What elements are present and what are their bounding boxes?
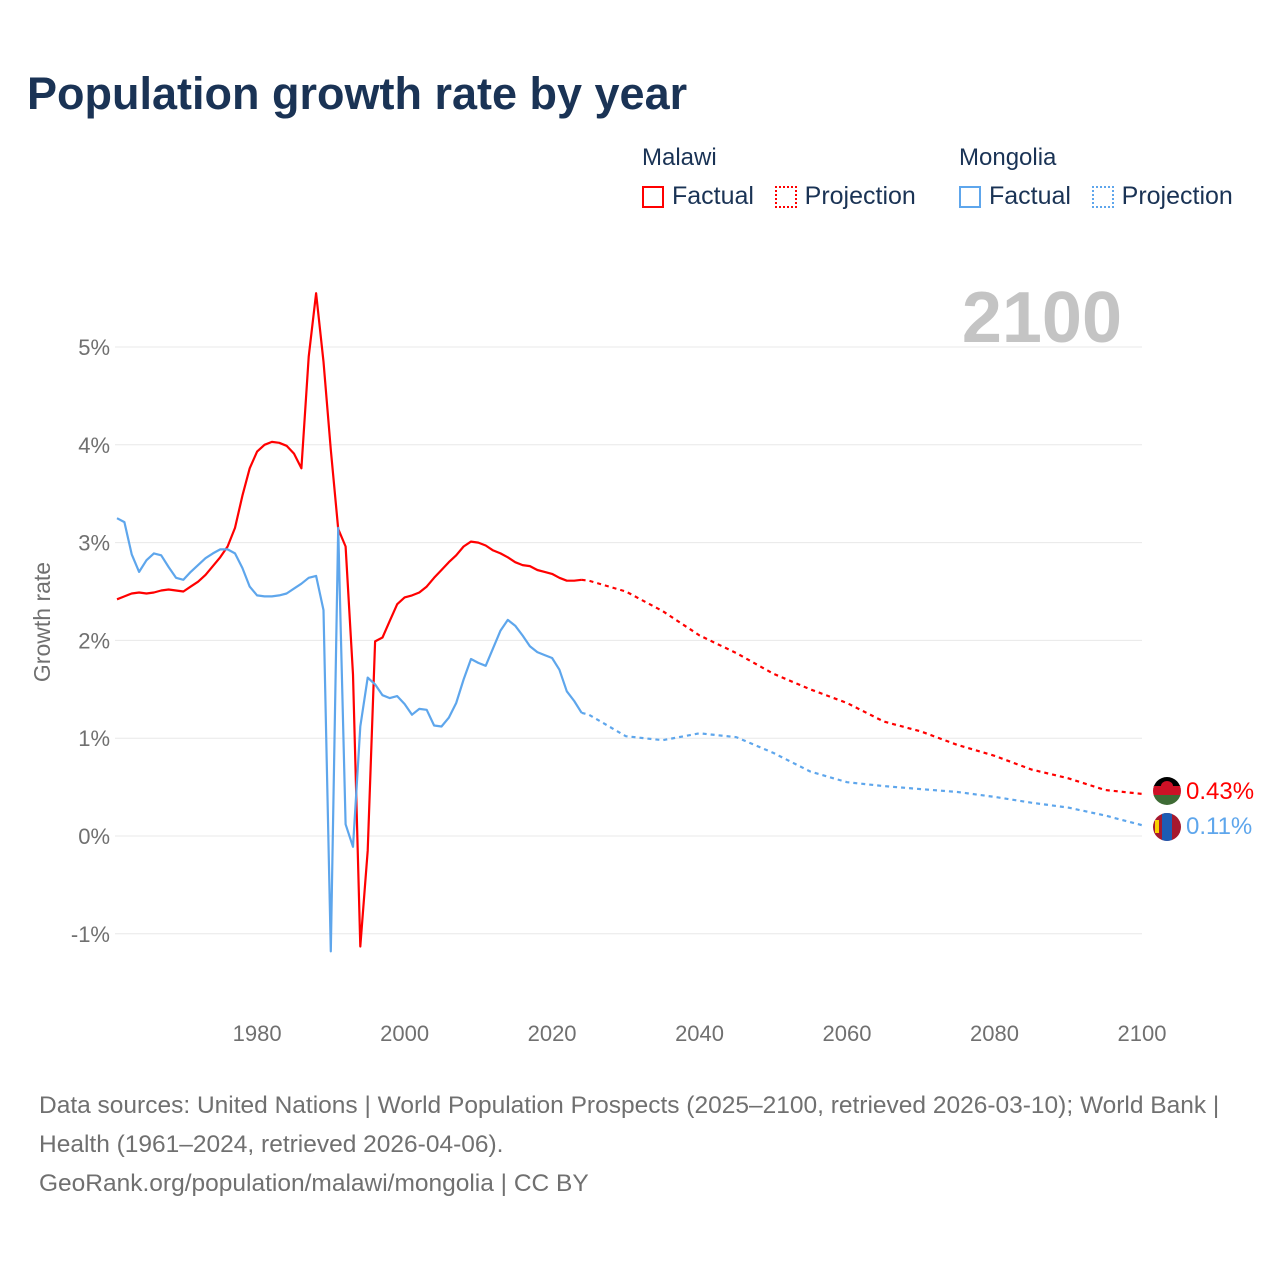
- legend-label: Factual: [672, 182, 754, 210]
- mongolia-projection-line: [581, 711, 1143, 827]
- y-tick-label: 1%: [78, 726, 110, 751]
- malawi-end-value: 0.43%: [1186, 778, 1254, 805]
- legend-malawi-factual[interactable]: Factual: [642, 182, 754, 211]
- x-tick-label: 2080: [970, 1021, 1019, 1046]
- legend-mongolia-projection[interactable]: Projection: [1091, 182, 1233, 211]
- x-tick-label: 2040: [675, 1021, 724, 1046]
- y-tick-label: 0%: [78, 824, 110, 849]
- legend-malawi-projection[interactable]: Projection: [774, 182, 916, 211]
- x-tick-label: 2100: [1118, 1021, 1167, 1046]
- x-tick-label: 2020: [528, 1021, 577, 1046]
- chart-title: Population growth rate by year: [27, 68, 688, 119]
- mongolia-end-value: 0.11%: [1186, 813, 1252, 840]
- legend-malawi: Malawi Factual Projection: [642, 144, 930, 215]
- y-tick-label: -1%: [71, 922, 110, 947]
- y-tick-label: 5%: [78, 335, 110, 360]
- x-tick-label: 2000: [380, 1021, 429, 1046]
- legend-mongolia-factual[interactable]: Factual: [959, 182, 1071, 211]
- x-tick-label: 2060: [823, 1021, 872, 1046]
- legend-mongolia: Mongolia Factual Projection: [959, 144, 1247, 215]
- malawi-factual-line: [116, 292, 582, 948]
- y-tick-label: 2%: [78, 628, 110, 653]
- y-tick-label: 4%: [78, 433, 110, 458]
- legend-country-label: Mongolia: [959, 144, 1057, 171]
- legend-label: Factual: [989, 182, 1071, 210]
- solid-swatch-icon: [642, 185, 664, 208]
- dotted-swatch-icon: [774, 185, 797, 208]
- legend-label: Projection: [1121, 182, 1233, 210]
- y-axis-label: Growth rate: [29, 562, 55, 682]
- footer: Data sources: United Nations | World Pop…: [39, 1086, 1239, 1203]
- malawi-flag-icon: [1153, 777, 1181, 805]
- x-tick-label: 1980: [233, 1021, 282, 1046]
- data-sources: Data sources: United Nations | World Pop…: [39, 1092, 1220, 1158]
- credit-link[interactable]: GeoRank.org/population/malawi/mongolia |…: [39, 1170, 589, 1197]
- solid-swatch-icon: [959, 185, 981, 208]
- current-year-label: 2100: [962, 278, 1122, 358]
- legend-country-label: Malawi: [642, 144, 717, 171]
- mongolia-flag-icon: [1153, 813, 1181, 841]
- mongolia-factual-line: [116, 517, 583, 953]
- dotted-swatch-icon: [1091, 185, 1114, 208]
- legend-label: Projection: [804, 182, 916, 210]
- malawi-projection-line: [581, 578, 1143, 795]
- y-tick-label: 3%: [78, 531, 110, 556]
